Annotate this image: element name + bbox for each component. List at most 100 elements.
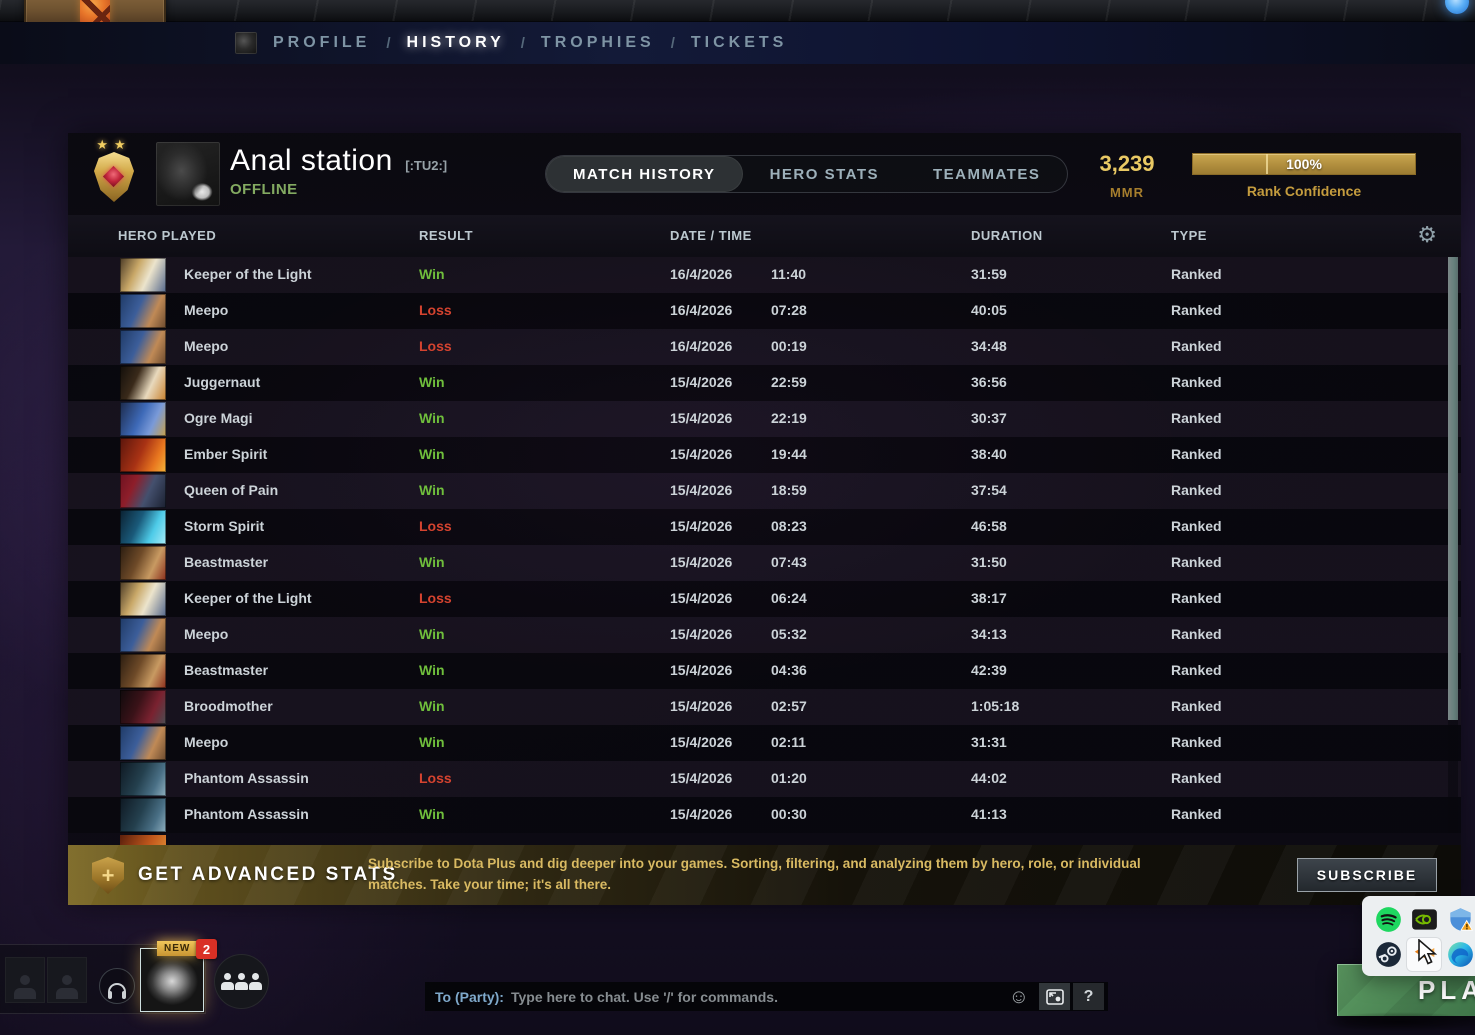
chat-input[interactable] xyxy=(510,988,1002,1005)
steam-icon[interactable] xyxy=(1370,937,1406,972)
match-duration: 31:31 xyxy=(971,734,1007,750)
match-time: 02:11 xyxy=(771,734,807,750)
match-duration: 42:39 xyxy=(971,662,1007,678)
help-button[interactable]: ? xyxy=(1073,983,1104,1010)
match-row[interactable]: Meepo Win 15/4/2026 02:11 31:31 Ranked xyxy=(68,725,1461,761)
match-date: 16/4/2026 xyxy=(670,266,733,282)
match-time: 22:59 xyxy=(771,374,807,390)
match-row[interactable]: Broodmother Win 15/4/2026 02:57 1:05:18 Ranke… xyxy=(68,689,1461,725)
match-time: 11:40 xyxy=(771,266,807,282)
match-row[interactable]: Queen of Pain Win 15/4/2026 18:59 37:54 Ranke… xyxy=(68,473,1461,509)
nav-item-history[interactable]: HISTORY xyxy=(406,34,505,51)
hero-name: Meepo xyxy=(184,626,229,642)
match-row[interactable]: Phantom Assassin Win 15/4/2026 00:30 41:13 Ra… xyxy=(68,797,1461,833)
match-time: 00:19 xyxy=(771,338,807,354)
match-date: 16/4/2026 xyxy=(670,338,733,354)
emoticon-button[interactable]: ☺ xyxy=(1008,985,1029,1008)
match-result: Win xyxy=(419,806,445,822)
hero-portrait-icon xyxy=(120,582,166,616)
match-table-body: Keeper of the Light Win 16/4/2026 11:40 31:5… xyxy=(68,257,1461,833)
tab-match-history[interactable]: MATCH HISTORY xyxy=(546,156,743,192)
match-result: Loss xyxy=(419,338,452,354)
match-row[interactable]: Beastmaster Win 15/4/2026 07:43 31:50 Ranked xyxy=(68,545,1461,581)
user-status-dot xyxy=(1445,0,1469,14)
security-alert-icon[interactable] xyxy=(1442,902,1475,937)
match-type: Ranked xyxy=(1171,374,1222,390)
match-row[interactable]: Juggernaut Win 15/4/2026 22:59 36:56 Ranked xyxy=(68,365,1461,401)
edge-icon[interactable] xyxy=(1442,937,1475,972)
dota-plus-banner: GET ADVANCED STATS Subscribe to Dota Plu… xyxy=(68,845,1461,905)
hero-portrait-icon xyxy=(120,330,166,364)
hero-name: Keeper of the Light xyxy=(184,590,312,606)
dota2-logo-icon xyxy=(80,0,110,24)
nav-separator: / xyxy=(386,34,391,52)
hero-portrait-icon xyxy=(120,402,166,436)
hero-name: Juggernaut xyxy=(184,374,261,390)
column-header: HERO PLAYED xyxy=(118,228,217,243)
match-row[interactable]: Keeper of the Light Win 16/4/2026 11:40 31:5… xyxy=(68,257,1461,293)
top-nav-bar: PROFILE / HISTORY / TROPHIES / TICKETS xyxy=(0,22,1475,64)
match-duration: 34:13 xyxy=(971,626,1007,642)
match-result: Win xyxy=(419,482,445,498)
match-type: Ranked xyxy=(1171,626,1222,642)
match-row[interactable]: Meepo Win 15/4/2026 05:32 34:13 Ranked xyxy=(68,617,1461,653)
match-row[interactable]: Meepo Loss 16/4/2026 00:19 34:48 Ranked xyxy=(68,329,1461,365)
match-row[interactable]: Keeper of the Light Loss 15/4/2026 06:24 38:… xyxy=(68,581,1461,617)
hero-portrait-icon xyxy=(120,798,166,832)
match-row[interactable]: Ember Spirit Win 15/4/2026 19:44 38:40 Ranked xyxy=(68,437,1461,473)
match-row[interactable]: Phantom Assassin Loss 15/4/2026 01:20 44:02 R… xyxy=(68,761,1461,797)
mouse-cursor xyxy=(1417,938,1441,972)
match-row[interactable]: Storm Spirit Loss 15/4/2026 08:23 46:58 Ranke… xyxy=(68,509,1461,545)
match-type: Ranked xyxy=(1171,338,1222,354)
table-scrollbar-thumb[interactable] xyxy=(1448,257,1458,720)
player-status: OFFLINE xyxy=(230,181,298,198)
hero-name: Broodmother xyxy=(184,698,273,714)
tab-teammates[interactable]: TEAMMATES xyxy=(933,165,1041,183)
match-time: 06:24 xyxy=(771,590,807,606)
hero-name: Meepo xyxy=(184,734,229,750)
hero-portrait-icon xyxy=(120,546,166,580)
nav-item-trophies[interactable]: TROPHIES xyxy=(540,34,655,51)
party-slot-empty[interactable] xyxy=(47,957,87,1003)
match-date: 15/4/2026 xyxy=(670,734,733,750)
player-avatar[interactable] xyxy=(156,142,220,206)
tab-hero-stats[interactable]: HERO STATS xyxy=(769,165,880,183)
match-duration: 38:17 xyxy=(971,590,1007,606)
hero-name: Beastmaster xyxy=(184,554,269,570)
match-result: Win xyxy=(419,554,445,570)
match-row[interactable]: Beastmaster Win 15/4/2026 04:36 42:39 Ranked xyxy=(68,653,1461,689)
nav-item-profile[interactable]: PROFILE xyxy=(273,34,371,51)
chat-wheel-button[interactable] xyxy=(1039,983,1070,1010)
match-time: 04:36 xyxy=(771,662,807,678)
match-date: 16/4/2026 xyxy=(670,302,733,318)
nvidia-icon[interactable] xyxy=(1406,902,1442,937)
play-label: PLAY xyxy=(1418,975,1475,1005)
table-scrollbar-track[interactable] xyxy=(1448,257,1458,833)
nav-profile-avatar[interactable] xyxy=(235,32,257,54)
match-time: 05:32 xyxy=(771,626,807,642)
match-duration: 1:05:18 xyxy=(971,698,1020,714)
match-row[interactable]: Ogre Magi Win 15/4/2026 22:19 30:37 Ranked xyxy=(68,401,1461,437)
voice-chat-button[interactable] xyxy=(99,968,135,1004)
match-duration: 37:54 xyxy=(971,482,1007,498)
match-row[interactable]: Meepo Loss 16/4/2026 07:28 40:05 Ranked xyxy=(68,293,1461,329)
column-header: DATE / TIME xyxy=(670,228,752,243)
match-type: Ranked xyxy=(1171,698,1222,714)
match-type: Ranked xyxy=(1171,806,1222,822)
party-slot-empty[interactable] xyxy=(5,957,45,1003)
match-time: 22:19 xyxy=(771,410,807,426)
own-avatar[interactable]: NEW 2 xyxy=(140,939,217,1012)
nav-item-tickets[interactable]: TICKETS xyxy=(690,34,788,51)
subscribe-button[interactable]: SUBSCRIBE xyxy=(1297,858,1437,892)
profile-history-panel: ★★ Anal station [:TU2:] OFFLINE MATCH HI… xyxy=(68,133,1461,905)
person-silhouette-icon xyxy=(13,975,37,999)
rank-confidence-bar: 100% xyxy=(1192,153,1416,175)
hero-portrait-icon xyxy=(120,510,166,544)
friends-list-button[interactable] xyxy=(214,954,269,1009)
match-duration: 41:13 xyxy=(971,806,1007,822)
match-date: 15/4/2026 xyxy=(670,806,733,822)
hero-name: Beastmaster xyxy=(184,662,269,678)
spotify-icon[interactable] xyxy=(1370,902,1406,937)
settings-gear-icon[interactable]: ⚙ xyxy=(1417,222,1437,247)
match-date: 15/4/2026 xyxy=(670,554,733,570)
